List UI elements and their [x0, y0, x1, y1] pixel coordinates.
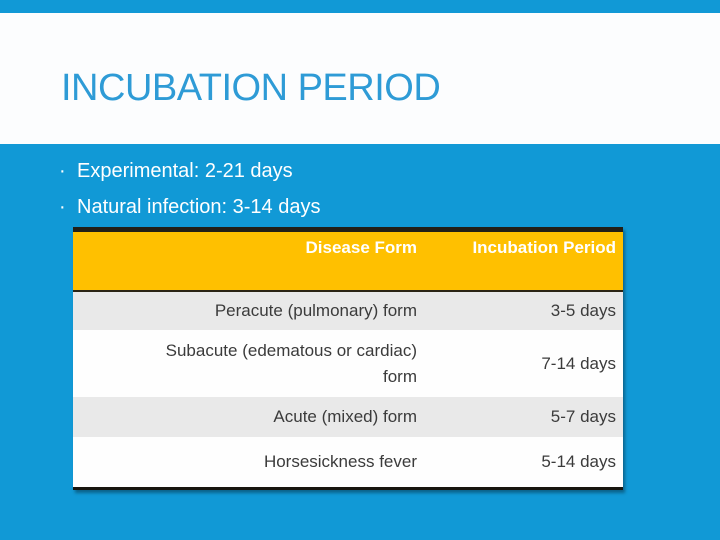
cell-incubation-period: 3-5 days	[550, 301, 616, 321]
bullet-icon: ·	[59, 160, 66, 182]
column-header-disease-form: Disease Form	[305, 238, 418, 257]
incubation-period-table: Disease Form Incubation Period Peracute …	[73, 227, 623, 490]
table-row: Peracute (pulmonary) form 3-5 days	[73, 292, 623, 330]
cell-incubation-period: 5-14 days	[541, 452, 616, 472]
page-title: INCUBATION PERIOD	[61, 67, 441, 109]
cell-disease-form: Subacute (edematous or cardiac) form	[165, 341, 417, 386]
list-item: · Experimental: 2-21 days	[59, 159, 320, 183]
table-row: Acute (mixed) form 5-7 days	[73, 397, 623, 437]
bullet-text: Experimental: 2-21 days	[77, 160, 293, 182]
cell-incubation-period: 7-14 days	[541, 353, 616, 373]
cell-disease-form: Acute (mixed) form	[273, 407, 417, 427]
bullet-text: Natural infection: 3-14 days	[77, 196, 321, 218]
table-row: Subacute (edematous or cardiac) form 7-1…	[73, 330, 623, 397]
bullet-list: · Experimental: 2-21 days · Natural infe…	[59, 159, 320, 231]
cell-incubation-period: 5-7 days	[550, 407, 616, 427]
table-header-row: Disease Form Incubation Period	[73, 232, 623, 292]
bullet-icon: ·	[59, 196, 66, 218]
cell-disease-form: Peracute (pulmonary) form	[214, 301, 417, 321]
column-header-incubation-period: Incubation Period	[472, 238, 616, 257]
title-band: INCUBATION PERIOD	[0, 13, 720, 144]
table-row: Horsesickness fever 5-14 days	[73, 437, 623, 487]
list-item: · Natural infection: 3-14 days	[59, 195, 320, 219]
cell-disease-form: Horsesickness fever	[263, 452, 417, 472]
